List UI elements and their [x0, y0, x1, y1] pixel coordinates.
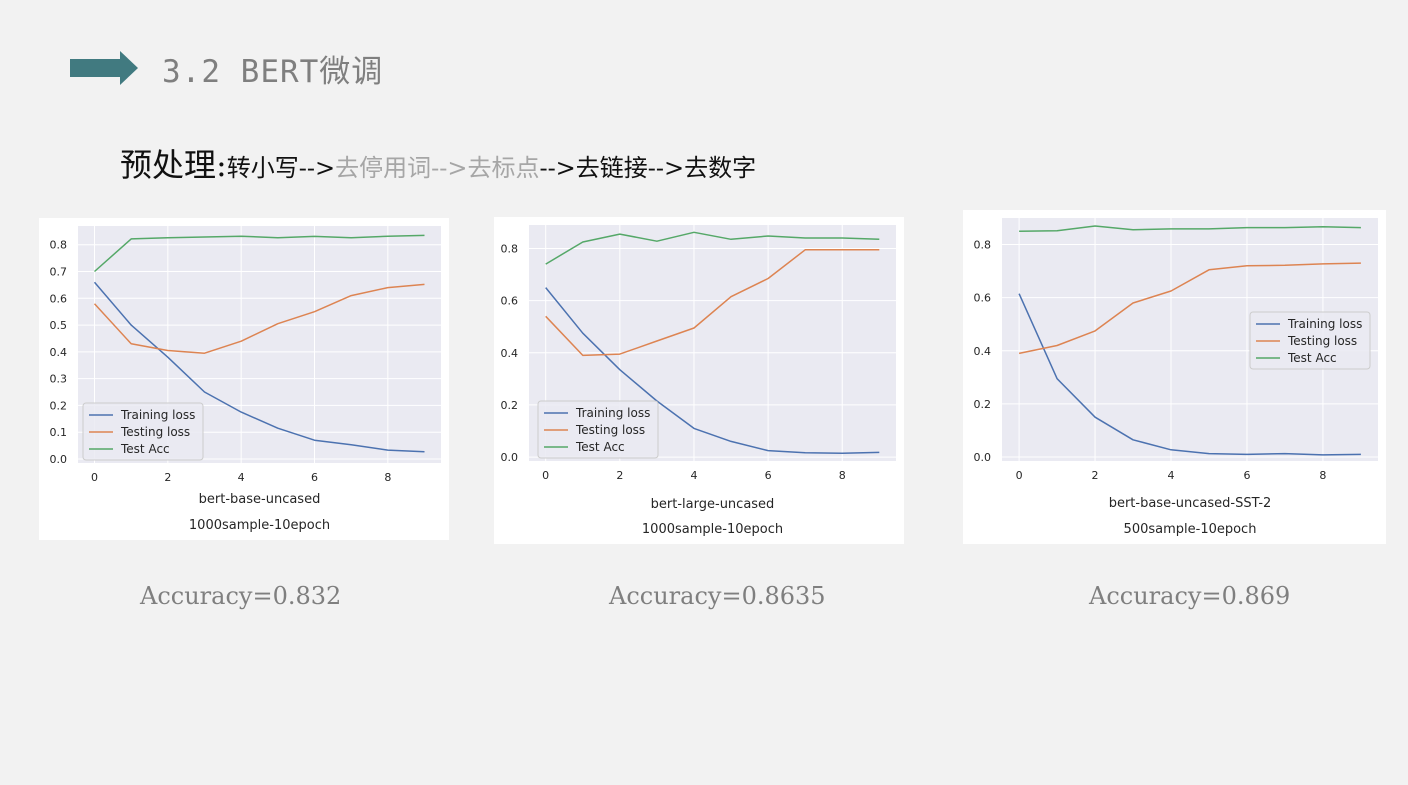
preprocess-steps: 转小写-->去停用词-->去标点-->去链接-->去数字 — [227, 154, 756, 182]
y-tick-label: 0.6 — [974, 292, 992, 305]
chart-card-bert-base: 0.0 0.1 0.2 0.3 0.4 0.5 0.6 0.7 0.8 0 2 4 6 8 Training… — [39, 218, 449, 540]
x-tick-label: 2 — [164, 471, 171, 484]
legend-label: Training loss — [575, 406, 650, 420]
accuracy-bert-sst2: Accuracy=0.869 — [1089, 582, 1291, 610]
x-axis-label: bert-base-uncased-SST-2 — [1109, 496, 1272, 511]
legend-box — [1249, 311, 1371, 370]
legend-label: Testing loss — [575, 423, 645, 437]
preprocess-line: 预处理:转小写-->去停用词-->去标点-->去链接-->去数字 — [120, 140, 756, 186]
y-tick-label: 0.5 — [50, 319, 68, 332]
y-tick-label: 0.2 — [974, 398, 992, 411]
series-line-testing-loss — [545, 249, 880, 357]
preprocess-arrow: --> — [647, 154, 685, 182]
accuracy-bert-base: Accuracy=0.832 — [140, 582, 342, 610]
x-tick-label: 8 — [1319, 469, 1326, 482]
x-tick-label: 2 — [1092, 469, 1099, 482]
legend-label: Testing loss — [1287, 334, 1357, 348]
series-line-test-acc — [545, 231, 880, 265]
slide-title: 3.2 BERT微调 — [162, 54, 384, 90]
y-tick-label: 0.4 — [50, 346, 68, 359]
accuracy-bert-large: Accuracy=0.8635 — [609, 582, 826, 610]
chart-caption: 1000sample-10epoch — [642, 522, 783, 537]
x-tick-label: 4 — [238, 471, 245, 484]
series-line-testing-loss — [93, 283, 425, 354]
y-tick-label: 0.0 — [974, 451, 992, 464]
series-line-training-loss — [545, 287, 880, 454]
preprocess-step: 去标点 — [467, 154, 540, 182]
y-tick-label: 0.8 — [501, 242, 519, 255]
y-tick-label: 0.7 — [50, 266, 68, 279]
chart-card-bert-large: 0.0 0.2 0.4 0.6 0.8 0 2 4 6 8 Training loss Testing… — [494, 217, 904, 544]
x-tick-label: 0 — [542, 469, 549, 482]
x-tick-label: 6 — [1243, 469, 1250, 482]
y-tick-label: 0.0 — [501, 451, 519, 464]
x-tick-label: 4 — [1168, 469, 1175, 482]
series-line-testing-loss — [1018, 262, 1361, 355]
y-tick-label: 0.4 — [501, 347, 519, 360]
x-tick-label: 4 — [690, 469, 697, 482]
x-tick-label: 6 — [765, 469, 772, 482]
x-tick-label: 8 — [839, 469, 846, 482]
legend-box — [537, 400, 659, 459]
preprocess-step: 去停用词 — [335, 154, 432, 182]
preprocess-step: 转小写 — [226, 154, 299, 182]
line-chart-bert-large: 0.0 0.2 0.4 0.6 0.8 0 2 4 6 8 Training loss Testing… — [501, 225, 896, 537]
legend-label: Test Acc — [575, 440, 625, 454]
x-tick-label: 0 — [91, 471, 98, 484]
legend-label: Training loss — [120, 408, 195, 422]
preprocess-arrow: --> — [298, 154, 336, 182]
y-tick-label: 0.6 — [501, 295, 519, 308]
arrow-shape — [70, 51, 138, 85]
series-line-test-acc — [1019, 225, 1361, 233]
x-tick-label: 6 — [311, 471, 318, 484]
x-axis-label: bert-base-uncased — [199, 492, 321, 507]
line-chart-bert-sst2: 0.0 0.2 0.4 0.6 0.8 0 2 4 6 8 Training loss Testing… — [974, 218, 1378, 537]
line-chart-bert-base: 0.0 0.1 0.2 0.3 0.4 0.5 0.6 0.7 0.8 0 2 4 6 8 Training… — [50, 226, 441, 533]
x-tick-label: 0 — [1016, 469, 1023, 482]
legend-label: Training loss — [1287, 317, 1362, 331]
legend-label: Testing loss — [120, 425, 190, 439]
x-tick-label: 2 — [616, 469, 623, 482]
y-tick-label: 0.4 — [974, 345, 992, 358]
preprocess-step: 去数字 — [684, 154, 757, 182]
series-line-test-acc — [94, 234, 425, 273]
chart-caption: 1000sample-10epoch — [189, 518, 330, 533]
x-axis-label: bert-large-uncased — [651, 497, 775, 512]
right-arrow-icon — [70, 51, 138, 85]
y-tick-label: 0.1 — [50, 426, 68, 439]
y-tick-label: 0.2 — [501, 399, 519, 412]
x-tick-label: 8 — [384, 471, 391, 484]
chart-card-bert-sst2: 0.0 0.2 0.4 0.6 0.8 0 2 4 6 8 Training loss Testing… — [963, 210, 1386, 544]
y-tick-label: 0.8 — [50, 239, 68, 252]
series-line-training-loss — [1018, 293, 1361, 456]
legend-box — [82, 402, 204, 461]
preprocess-arrow: --> — [431, 154, 468, 182]
preprocess-arrow: --> — [539, 154, 576, 182]
y-tick-label: 0.8 — [974, 239, 992, 252]
preprocess-label: 预处理: — [120, 146, 227, 184]
y-tick-label: 0.6 — [50, 292, 68, 305]
legend-label: Test Acc — [1287, 351, 1337, 365]
legend-label: Test Acc — [120, 442, 170, 456]
chart-caption: 500sample-10epoch — [1124, 522, 1257, 537]
preprocess-step: 去链接 — [575, 154, 648, 182]
y-tick-label: 0.0 — [50, 453, 68, 466]
series-line-training-loss — [93, 281, 425, 453]
y-tick-label: 0.2 — [50, 399, 68, 412]
y-tick-label: 0.3 — [50, 373, 68, 386]
